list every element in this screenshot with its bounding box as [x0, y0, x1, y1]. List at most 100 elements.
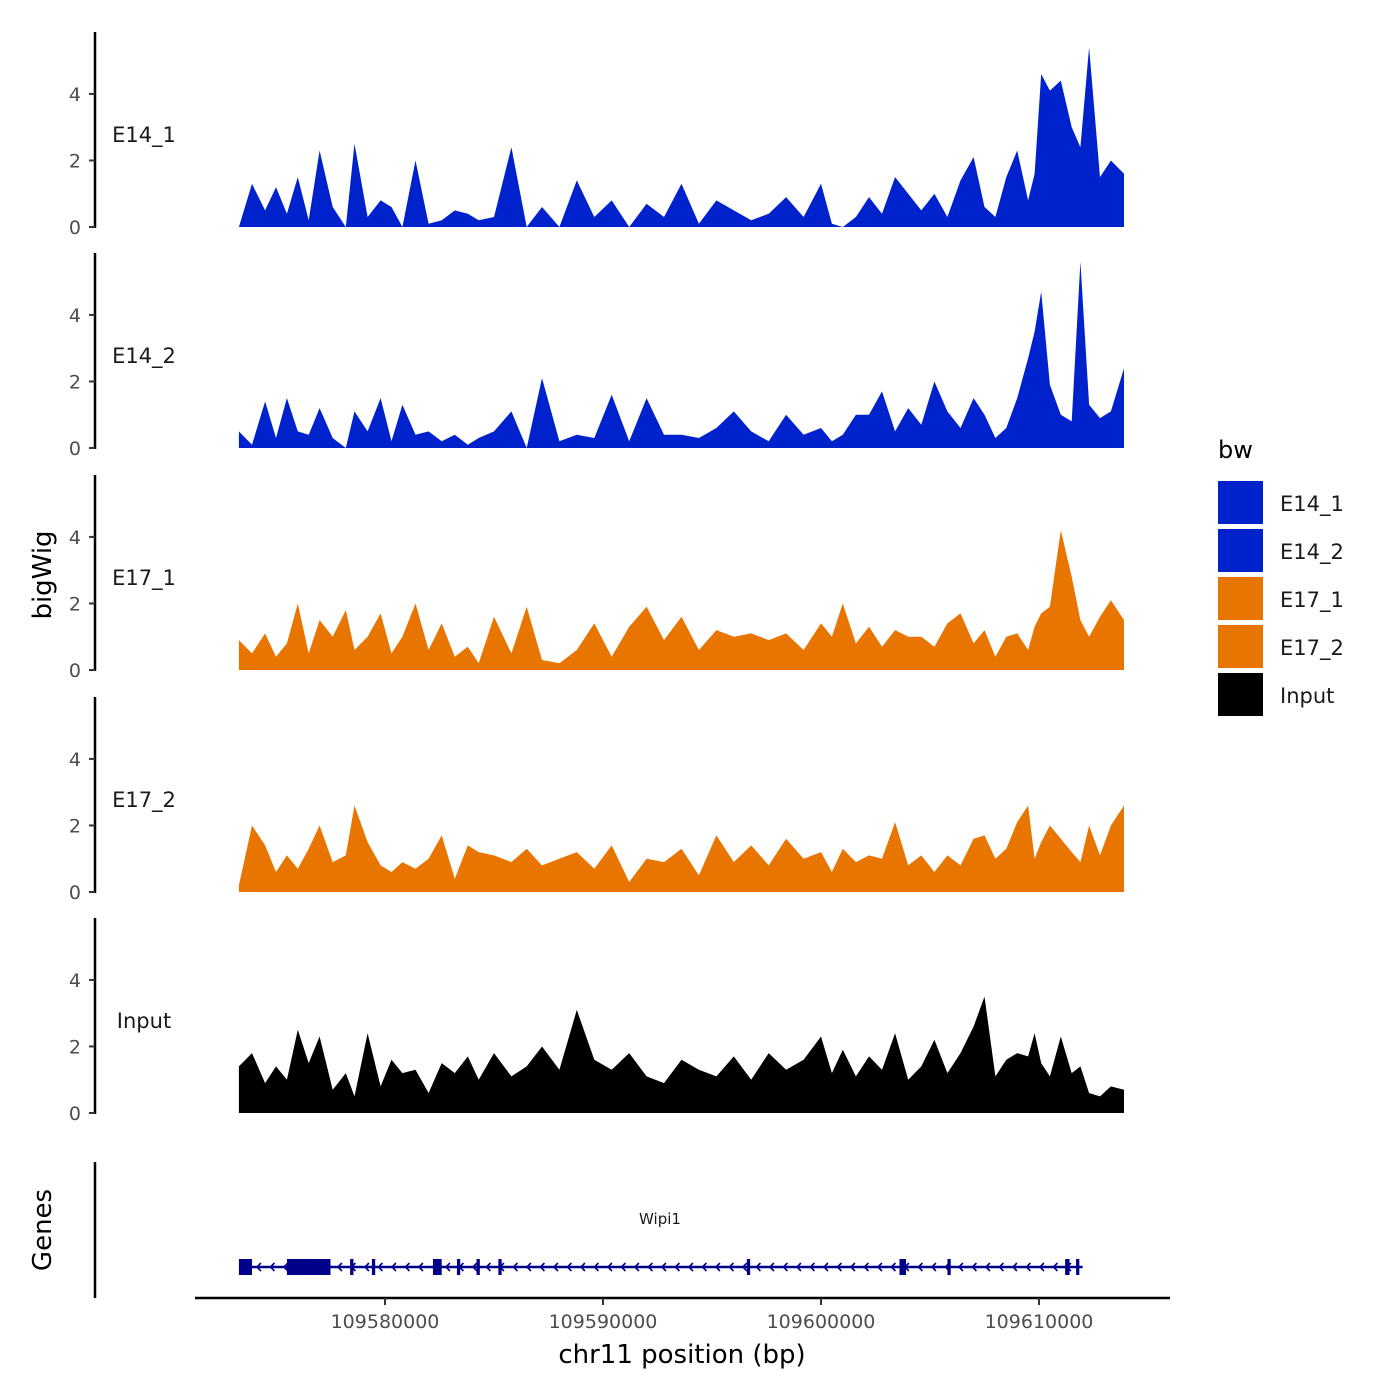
y-tick-label: 4 — [69, 305, 81, 327]
track-label-E17_2: E17_2 — [112, 788, 176, 813]
legend-swatch-E14_2 — [1218, 529, 1263, 572]
strand-arrow — [1052, 1262, 1059, 1272]
strand-arrow — [741, 1262, 748, 1272]
y-tick-label: 4 — [69, 84, 81, 106]
strand-arrow — [512, 1262, 519, 1272]
gene-name-label: Wipi1 — [639, 1210, 681, 1228]
coverage-tracks: 0 2 4 E14_1 0 2 4 E14_2 0 2 4 E17_1 0 2 4 E17_2 0 2 4 Input — [69, 32, 1124, 1125]
strand-arrow — [930, 1262, 937, 1272]
y-tick-label: 2 — [69, 371, 81, 393]
strand-arrow — [957, 1262, 964, 1272]
genes-track-label: Genes — [28, 1189, 58, 1271]
strand-arrow — [890, 1262, 897, 1272]
legend-swatch-E14_1 — [1218, 481, 1263, 524]
legend: bw E14_1 E14_2 E17_1 E17_2 Input — [1218, 436, 1344, 716]
strand-arrow — [566, 1262, 573, 1272]
strand-arrow — [1011, 1262, 1018, 1272]
gene-exon — [1076, 1259, 1080, 1275]
strand-arrow — [876, 1262, 883, 1272]
track-label-E17_1: E17_1 — [112, 566, 176, 591]
coverage-area-E17_2 — [238, 805, 1124, 892]
strand-arrow — [647, 1262, 654, 1272]
strand-arrow — [1025, 1262, 1032, 1272]
track-label-Input: Input — [117, 1009, 171, 1033]
gene-exon — [498, 1259, 502, 1275]
coverage-area-Input — [238, 996, 1124, 1113]
genes-track: Genes Wipi1 — [28, 1162, 1083, 1298]
gene-exon — [432, 1259, 442, 1275]
strand-arrow — [336, 1262, 343, 1272]
track-E14_1: 0 2 4 E14_1 — [69, 32, 1124, 239]
track-E14_2: 0 2 4 E14_2 — [69, 253, 1124, 460]
legend-title: bw — [1218, 436, 1253, 464]
track-Input: 0 2 4 Input — [69, 918, 1124, 1125]
strand-arrow — [917, 1262, 924, 1272]
strand-arrow — [1038, 1262, 1045, 1272]
y-tick-label: 4 — [69, 970, 81, 992]
legend-label-Input: Input — [1280, 684, 1334, 708]
coverage-area-E14_2 — [238, 261, 1124, 448]
x-tick-label: 109590000 — [549, 1311, 658, 1333]
y-axis-title: bigWig — [28, 530, 58, 619]
gene-model — [238, 1259, 1083, 1275]
gene-exon — [476, 1259, 480, 1275]
strand-arrow — [539, 1262, 546, 1272]
x-tick-label: 109610000 — [985, 1311, 1094, 1333]
strand-arrow — [525, 1262, 532, 1272]
gene-exon — [746, 1259, 751, 1275]
strand-arrow — [552, 1262, 559, 1272]
coverage-area-E17_1 — [238, 530, 1124, 670]
y-tick-label: 2 — [69, 815, 81, 837]
legend-swatch-Input — [1218, 673, 1263, 716]
strand-arrow — [836, 1262, 843, 1272]
strand-arrow — [768, 1262, 775, 1272]
strand-arrow — [795, 1262, 802, 1272]
strand-arrow — [606, 1262, 613, 1272]
strand-arrow — [687, 1262, 694, 1272]
y-tick-label: 4 — [69, 749, 81, 771]
strand-arrow — [593, 1262, 600, 1272]
legend-swatch-E17_2 — [1218, 625, 1263, 668]
y-tick-label: 2 — [69, 1036, 81, 1058]
strand-arrow — [363, 1262, 370, 1272]
legend-label-E14_2: E14_2 — [1280, 540, 1344, 565]
track-label-E14_1: E14_1 — [112, 123, 176, 148]
track-E17_2: 0 2 4 E17_2 — [69, 697, 1124, 904]
strand-arrow — [579, 1262, 586, 1272]
y-tick-label: 0 — [69, 660, 81, 682]
legend-label-E17_2: E17_2 — [1280, 636, 1344, 661]
strand-arrow — [674, 1262, 681, 1272]
y-tick-label: 0 — [69, 1103, 81, 1125]
strand-arrow — [255, 1262, 262, 1272]
strand-arrow — [701, 1262, 708, 1272]
gene-exon — [899, 1259, 907, 1275]
strand-arrow — [269, 1262, 276, 1272]
strand-arrow — [620, 1262, 627, 1272]
strand-arrow — [971, 1262, 978, 1272]
strand-arrow — [849, 1262, 856, 1272]
y-tick-label: 0 — [69, 217, 81, 239]
strand-arrow — [863, 1262, 870, 1272]
x-tick-label: 109580000 — [331, 1311, 440, 1333]
gene-exon — [947, 1259, 951, 1275]
strand-arrow — [809, 1262, 816, 1272]
gene-exon — [456, 1259, 461, 1275]
y-tick-label: 0 — [69, 882, 81, 904]
strand-arrow — [714, 1262, 721, 1272]
strand-arrow — [390, 1262, 397, 1272]
strand-arrow — [782, 1262, 789, 1272]
x-axis: 109580000 109590000 109600000 109610000 chr… — [195, 1296, 1170, 1370]
strand-arrow — [471, 1262, 478, 1272]
legend-label-E17_1: E17_1 — [1280, 588, 1344, 613]
strand-arrow — [377, 1262, 384, 1272]
strand-arrow — [660, 1262, 667, 1272]
strand-arrow — [485, 1262, 492, 1272]
y-tick-label: 4 — [69, 527, 81, 549]
gene-exon — [286, 1259, 331, 1275]
gene-exon — [1065, 1259, 1070, 1275]
y-tick-label: 2 — [69, 150, 81, 172]
strand-arrow — [822, 1262, 829, 1272]
strand-arrow — [755, 1262, 762, 1272]
strand-arrow — [984, 1262, 991, 1272]
